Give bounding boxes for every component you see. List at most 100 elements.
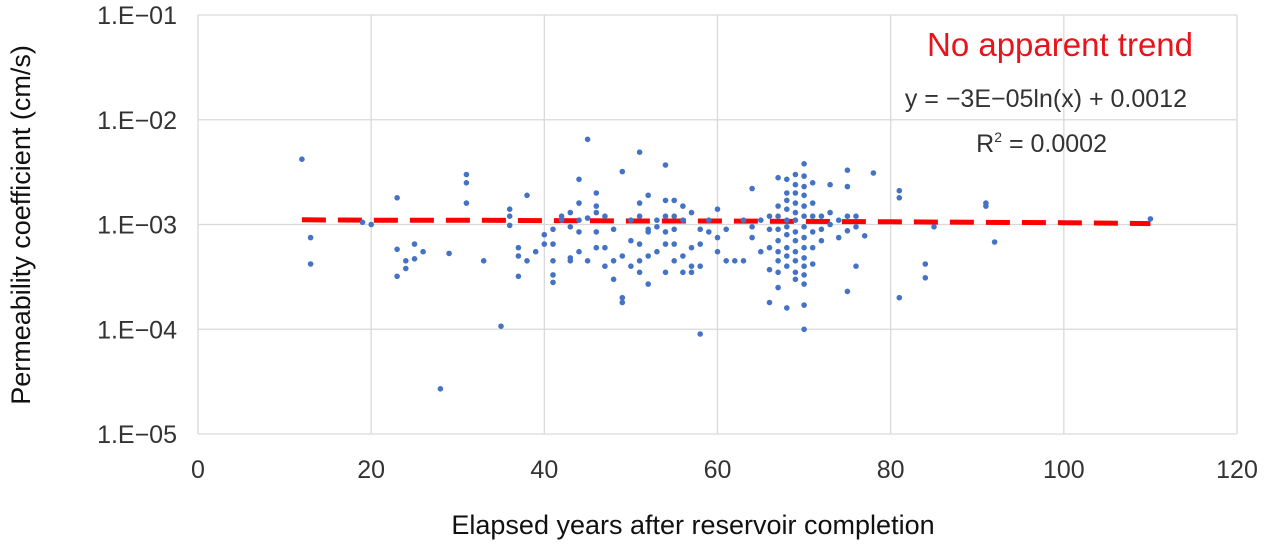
data-point xyxy=(584,258,591,264)
data-point xyxy=(403,258,409,264)
y-axis-ticks: 1.E−05 1.E−04 1.E−03 1.E−02 1.E−01 xyxy=(97,2,177,449)
data-point xyxy=(394,195,400,201)
data-point xyxy=(688,269,695,276)
data-point xyxy=(567,258,574,264)
data-point xyxy=(784,305,790,311)
data-point xyxy=(853,224,859,230)
data-point xyxy=(619,253,626,259)
data-point xyxy=(792,190,799,196)
trendline xyxy=(301,217,1151,227)
data-point xyxy=(619,168,626,175)
data-point xyxy=(818,237,825,244)
data-point xyxy=(671,197,677,204)
data-point xyxy=(610,276,617,283)
data-point xyxy=(394,246,400,253)
data-point xyxy=(558,217,565,223)
data-point xyxy=(827,209,833,216)
data-point xyxy=(870,170,877,176)
data-point xyxy=(593,229,600,235)
data-point xyxy=(784,197,790,204)
x-tick-label: 80 xyxy=(877,456,905,484)
data-point xyxy=(662,213,669,219)
x-tick-label: 100 xyxy=(1043,456,1085,484)
data-point xyxy=(835,217,842,223)
data-point xyxy=(809,180,816,186)
data-point xyxy=(403,265,409,272)
data-point xyxy=(307,234,314,241)
data-point xyxy=(368,221,375,228)
y-tick-label: 1.E−05 xyxy=(97,421,177,449)
data-point xyxy=(792,248,799,255)
data-point xyxy=(844,213,851,219)
data-point xyxy=(671,213,677,219)
data-point xyxy=(792,229,799,235)
data-point xyxy=(576,229,582,235)
data-point xyxy=(766,299,773,306)
data-point xyxy=(766,213,773,219)
data-point xyxy=(706,217,712,223)
data-point xyxy=(749,224,755,230)
data-point xyxy=(662,241,669,247)
data-point xyxy=(654,224,660,230)
data-point xyxy=(628,263,634,270)
x-axis-title: Elapsed years after reservoir completion xyxy=(451,510,934,540)
data-point xyxy=(654,248,660,255)
data-point xyxy=(636,258,643,264)
data-point xyxy=(299,156,305,162)
data-point xyxy=(558,213,565,219)
data-point xyxy=(662,269,669,276)
data-point xyxy=(576,200,582,206)
data-point xyxy=(550,241,556,247)
r-squared-label: R2 = 0.0002 xyxy=(976,129,1107,158)
data-point xyxy=(792,209,799,216)
data-point xyxy=(662,162,669,168)
data-point xyxy=(784,244,790,251)
data-point xyxy=(801,263,807,270)
data-point xyxy=(498,323,504,330)
data-point xyxy=(628,237,634,244)
data-point xyxy=(541,241,548,247)
data-point xyxy=(602,244,608,251)
data-point xyxy=(584,136,591,143)
data-point xyxy=(645,253,651,259)
data-point xyxy=(697,331,703,337)
data-point xyxy=(619,299,626,306)
data-point xyxy=(896,195,903,201)
y-tick-label: 1.E−04 xyxy=(97,316,177,344)
data-point xyxy=(792,276,799,283)
data-point xyxy=(784,190,790,196)
data-point xyxy=(550,272,556,278)
data-point xyxy=(420,248,426,255)
data-point xyxy=(775,203,781,209)
data-point xyxy=(809,229,816,235)
data-point xyxy=(567,209,574,216)
data-point xyxy=(766,226,773,233)
data-point xyxy=(636,149,643,155)
data-point xyxy=(931,224,937,230)
r-squared-r: R xyxy=(976,130,994,158)
data-point xyxy=(792,217,799,223)
data-point xyxy=(922,261,929,267)
data-point xyxy=(697,263,703,270)
data-point xyxy=(801,213,807,219)
trendline-equation: y = −3E−05ln(x) + 0.0012 xyxy=(905,85,1187,113)
data-point xyxy=(801,203,807,209)
data-point xyxy=(801,192,807,199)
data-point xyxy=(636,213,643,219)
data-point xyxy=(532,248,539,255)
data-point xyxy=(801,272,807,278)
data-point xyxy=(463,200,470,206)
data-point xyxy=(645,192,651,199)
data-point xyxy=(688,263,695,270)
data-point xyxy=(697,226,703,233)
data-point xyxy=(792,237,799,244)
data-point xyxy=(593,203,600,209)
data-point xyxy=(550,258,556,264)
x-tick-label: 120 xyxy=(1216,456,1258,484)
data-point xyxy=(801,161,807,167)
data-point xyxy=(801,244,807,251)
data-point xyxy=(359,219,366,226)
data-point xyxy=(654,217,660,223)
data-point xyxy=(784,217,790,223)
data-point xyxy=(567,224,574,230)
